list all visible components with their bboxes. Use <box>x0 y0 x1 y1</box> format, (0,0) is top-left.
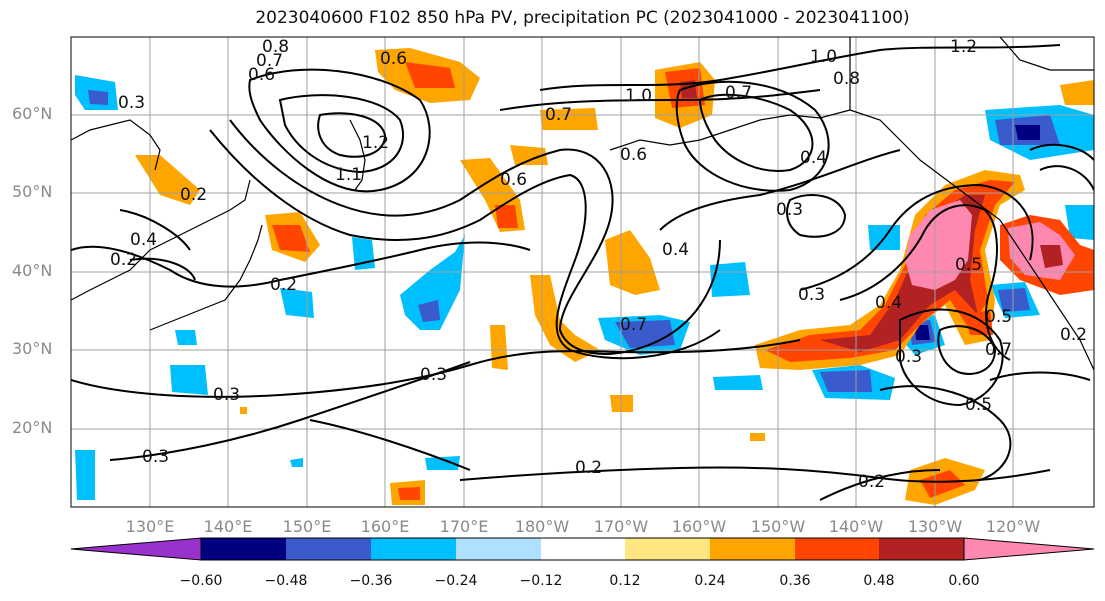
lon-label: 150°E <box>282 517 332 536</box>
contour-label: 0.8 <box>262 37 289 57</box>
contour-label: 0.5 <box>965 395 992 415</box>
contour-label: 0.4 <box>130 230 157 250</box>
colorbar-segment <box>710 538 795 560</box>
lat-label: 50°N <box>12 182 53 201</box>
lat-label: 60°N <box>12 104 53 123</box>
coastlines <box>71 37 1094 371</box>
lon-label: 130°E <box>125 517 175 536</box>
colorbar-segment <box>286 538 371 560</box>
colorbar-segment <box>70 537 202 561</box>
colorbar-tick-label: −0.36 <box>349 573 393 589</box>
contour-label: 0.6 <box>620 145 647 165</box>
colorbar-tick-label: −0.60 <box>179 573 223 589</box>
lat-label: 20°N <box>12 418 53 437</box>
contour-label: 0.5 <box>955 255 982 275</box>
contour-label: 0.2 <box>110 250 137 270</box>
lat-label: 30°N <box>12 339 53 358</box>
colorbar-tick-label: 0.36 <box>779 573 811 589</box>
lat-label: 40°N <box>12 261 53 280</box>
pv-contours <box>71 44 1094 501</box>
contour-label: 1.2 <box>362 133 389 153</box>
contour-label: 0.4 <box>662 240 689 260</box>
contour-label: 0.3 <box>776 200 803 220</box>
colorbar-segment <box>456 538 541 560</box>
contour-label: 0.8 <box>833 69 860 89</box>
contour-label: 0.7 <box>985 340 1012 360</box>
lon-label: 160°W <box>671 517 727 536</box>
colorbar-tick-label: 0.60 <box>948 573 980 589</box>
contour-label: 0.2 <box>575 458 602 478</box>
contour-label: 0.7 <box>620 315 647 335</box>
contour-label: 0.3 <box>118 93 145 113</box>
contour-label: 0.3 <box>142 447 169 467</box>
colorbar-segment <box>541 538 625 560</box>
contour-label: 0.2 <box>180 185 207 205</box>
contour-label: 0.6 <box>380 49 407 69</box>
contour-label: 1.2 <box>950 37 977 57</box>
contour-label: 0.2 <box>1060 325 1087 345</box>
contour-label: 0.7 <box>256 51 283 71</box>
lon-label: 170°W <box>593 517 649 536</box>
contour-label-layer: 0.8 0.7 0.6 0.3 1.2 1.1 0.6 1.0 0.7 0.8 … <box>110 37 1087 492</box>
contour-label: 0.5 <box>985 307 1012 327</box>
map-title: 2023040600 F102 850 hPa PV, precipitatio… <box>255 8 910 28</box>
colorbar-segment <box>625 538 710 560</box>
colorbar-segment <box>795 538 879 560</box>
lon-label: 120°W <box>985 517 1041 536</box>
colorbar-segment <box>963 537 1095 561</box>
contour-label: 0.3 <box>798 285 825 305</box>
contour-label: 0.7 <box>545 105 572 125</box>
lon-label: 140°E <box>203 517 253 536</box>
contour-label: 0.7 <box>725 83 752 103</box>
lon-label: 130°W <box>907 517 963 536</box>
lon-label: 180°W <box>514 517 570 536</box>
contour-label: 0.4 <box>875 293 902 313</box>
lon-label: 160°E <box>360 517 410 536</box>
contour-label: 1.1 <box>335 165 362 185</box>
contour-label: 1.0 <box>810 47 837 67</box>
contour-label: 0.2 <box>858 472 885 492</box>
contour-label: 0.3 <box>420 365 447 385</box>
colorbar-segment <box>371 538 456 560</box>
precip-positive <box>135 48 1094 505</box>
contour-label: 1.0 <box>625 86 652 106</box>
colorbar <box>70 537 1095 561</box>
lon-label: 140°W <box>828 517 884 536</box>
precip-shading <box>75 75 1094 500</box>
colorbar-segment <box>879 538 964 560</box>
contour-label: 0.6 <box>248 65 275 85</box>
colorbar-segment <box>201 538 286 560</box>
contour-label: 0.4 <box>800 148 827 168</box>
colorbar-tick-label: −0.24 <box>434 573 478 589</box>
colorbar-tick-label: 0.12 <box>609 573 641 589</box>
contour-label: 0.3 <box>213 385 240 405</box>
colorbar-tick-label: 0.24 <box>694 573 726 589</box>
colorbar-tick-label: 0.48 <box>863 573 895 589</box>
colorbar-tick-label: −0.12 <box>519 573 563 589</box>
colorbar-tick-label: −0.48 <box>264 573 308 589</box>
lon-label: 170°E <box>439 517 489 536</box>
contour-label: 0.6 <box>500 170 527 190</box>
lon-label: 150°W <box>750 517 806 536</box>
contour-label: 0.2 <box>270 275 297 295</box>
contour-label: 0.3 <box>895 347 922 367</box>
